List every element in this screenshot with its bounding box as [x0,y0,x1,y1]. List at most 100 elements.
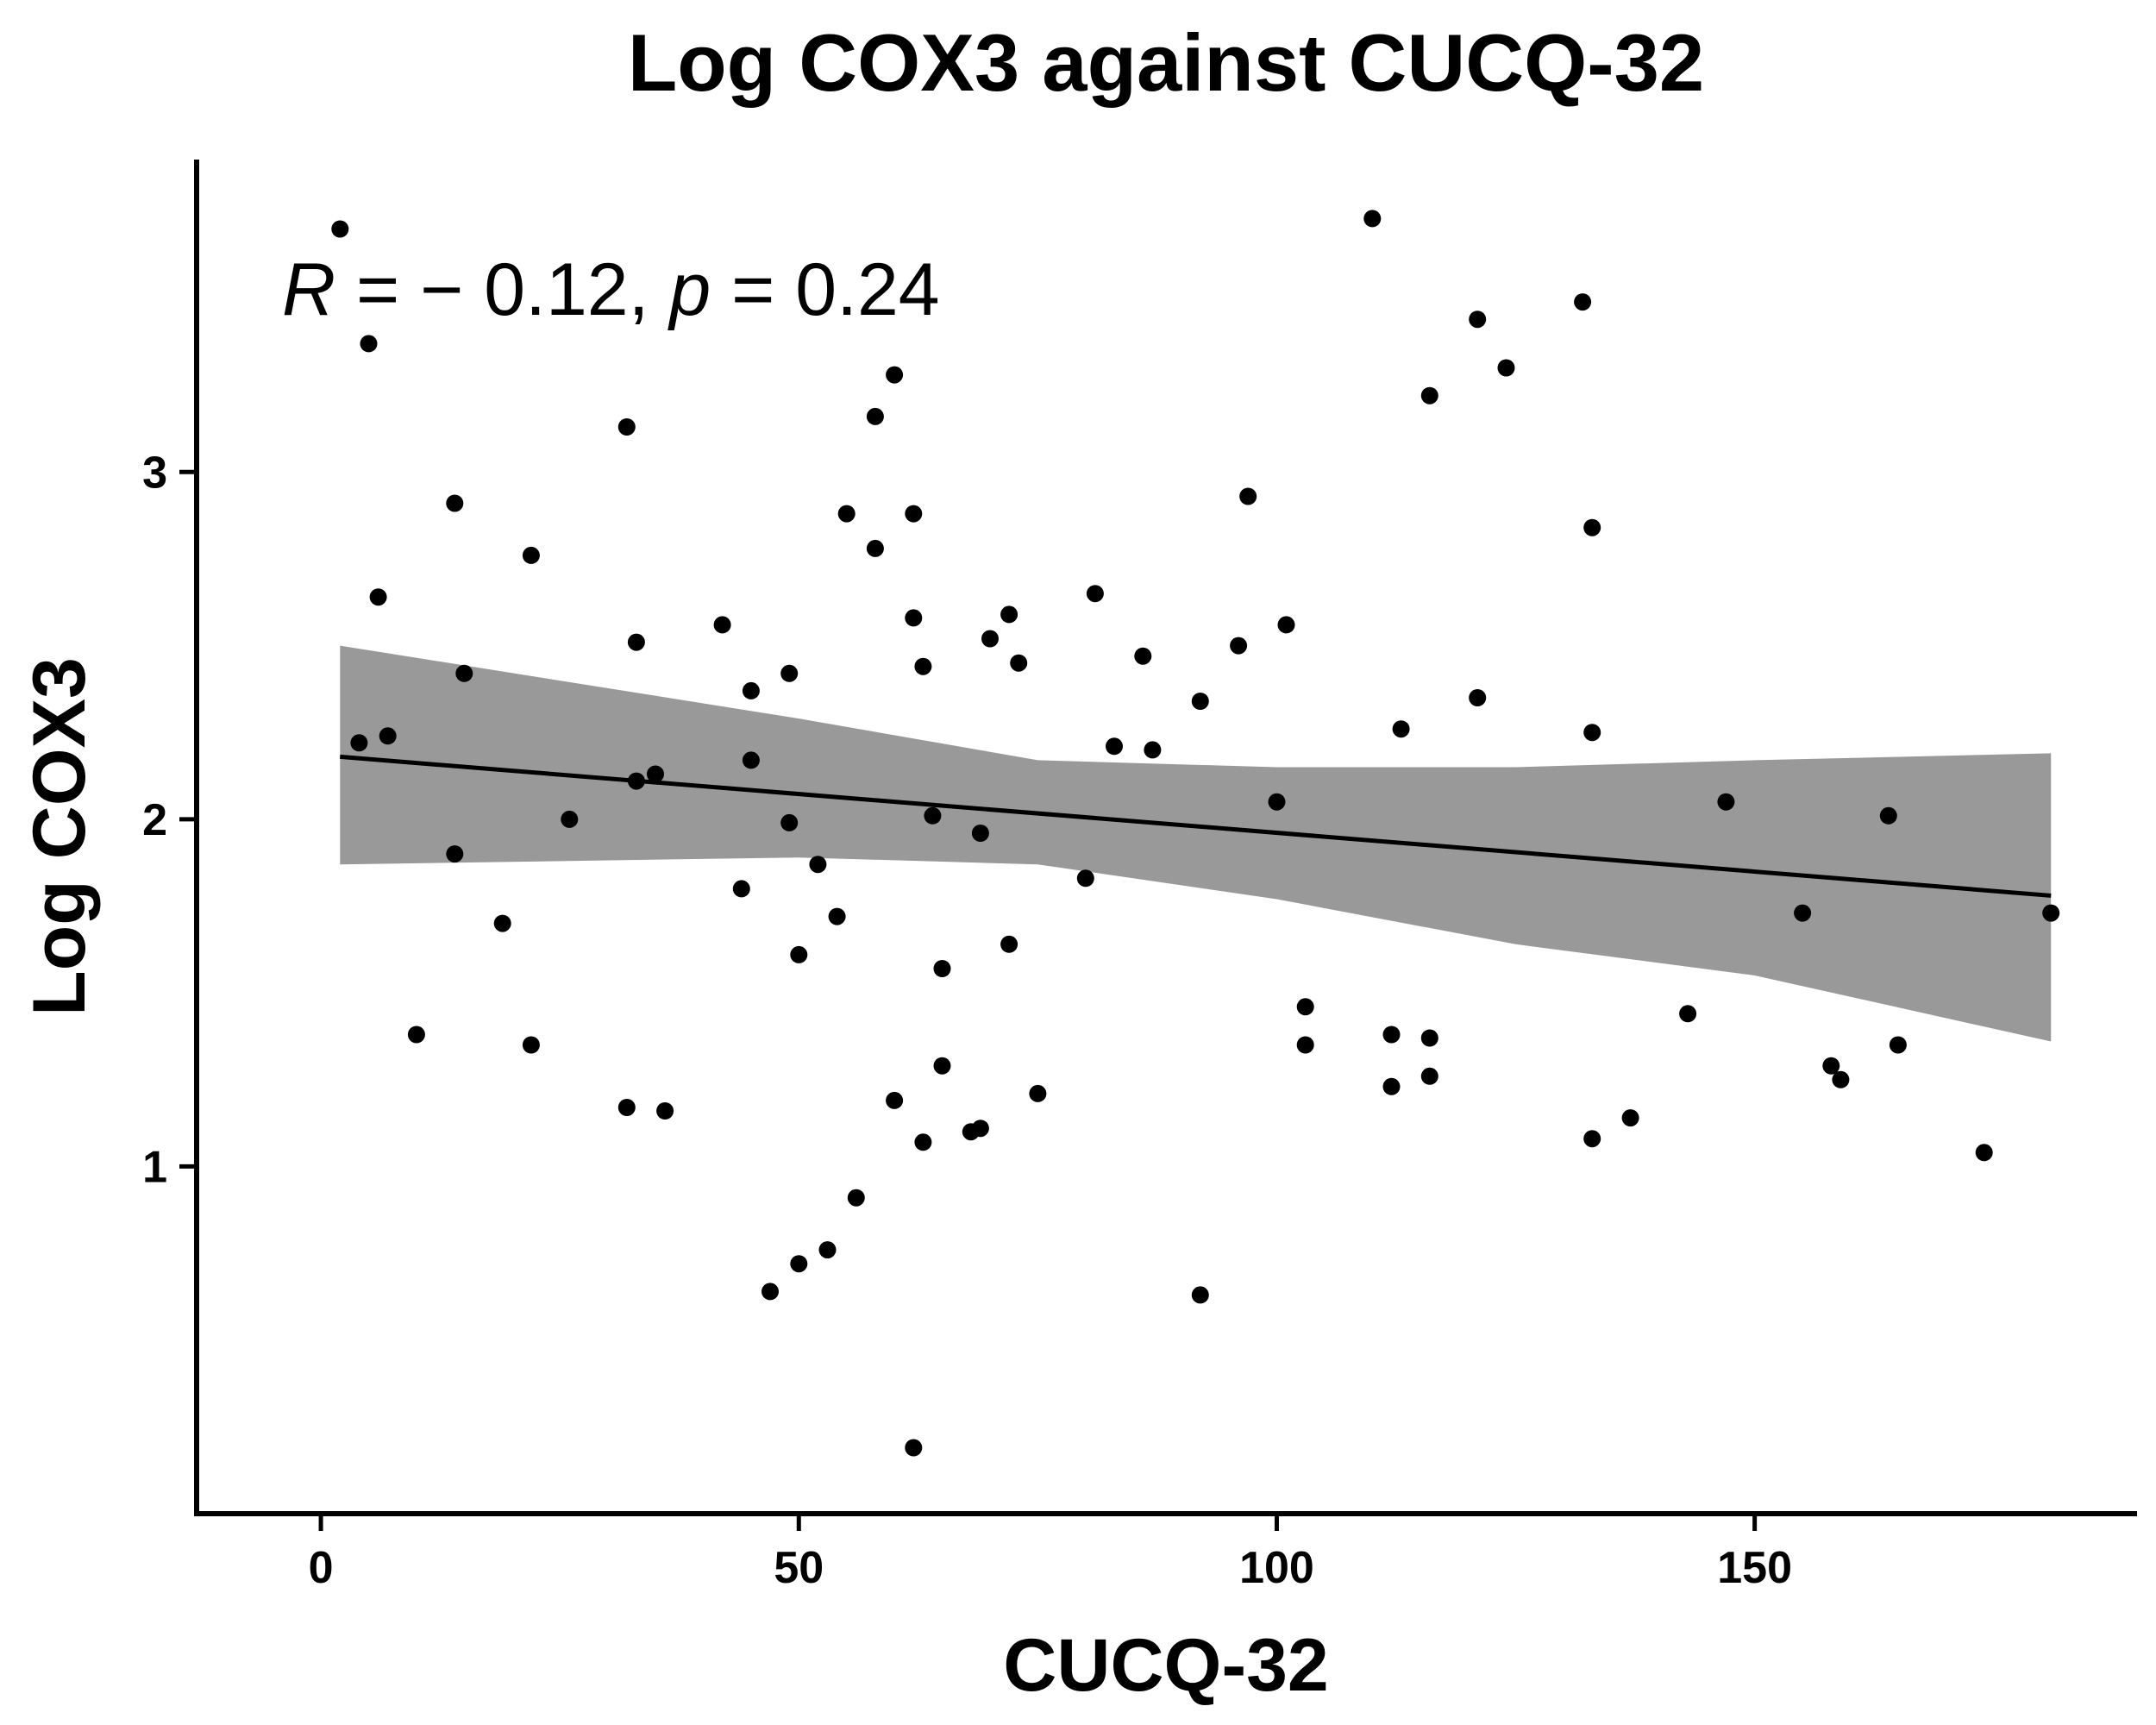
data-point [981,630,999,648]
data-point [866,539,884,557]
data-point [369,588,387,606]
y-axis-title: Log COX3 [18,657,101,1016]
data-point [905,1439,923,1457]
data-point [847,1189,865,1207]
data-point [886,366,904,384]
data-point [331,220,349,238]
data-point [809,856,827,874]
data-point [1832,1070,1850,1088]
data-point [1679,1005,1697,1023]
data-point [379,727,397,745]
data-point [1889,1036,1907,1054]
data-point [1086,585,1104,603]
data-point [933,960,951,977]
data-point [780,664,799,682]
data-point [933,1057,951,1075]
data-point [1392,720,1410,738]
data-point [1076,869,1094,888]
data-point [1420,386,1438,405]
y-tick-label: 1 [142,1142,167,1192]
data-point [1382,1026,1401,1044]
data-point [446,845,464,863]
data-point [446,494,464,512]
data-point [1382,1077,1401,1095]
p-symbol: p [667,248,711,331]
data-point [1420,1067,1438,1085]
data-point [455,664,473,682]
y-tick-label: 2 [142,795,167,845]
data-point [742,751,760,769]
points-layer [331,210,2060,1457]
data-point [1296,998,1314,1016]
data-point [1363,210,1382,228]
data-point [1268,793,1286,811]
data-point [627,772,645,790]
data-point [1000,935,1018,953]
p-value: = 0.24 [711,248,939,331]
data-point [886,1091,904,1109]
data-point [1010,654,1028,672]
data-point [647,765,664,783]
data-point [742,681,760,699]
data-point [1469,310,1487,329]
data-point [780,813,799,831]
chart-title: Log COX3 against CUCQ-32 [628,17,1704,108]
data-point [1144,741,1162,759]
data-point [407,1026,425,1044]
data-point [1420,1029,1438,1047]
data-point [1794,904,1812,922]
r-symbol: R [282,248,335,331]
data-point [627,633,645,651]
data-point [617,1099,636,1116]
x-tick-label: 0 [309,1543,334,1593]
data-point [1583,518,1601,536]
x-tick-label: 100 [1239,1543,1314,1593]
data-point [360,335,378,353]
data-point [1000,605,1018,624]
data-point [1296,1036,1314,1054]
x-tick-label: 150 [1717,1543,1792,1593]
data-point [522,546,540,564]
data-point [1583,724,1601,742]
data-point [914,657,932,675]
data-point [828,907,846,925]
data-point [1230,637,1248,655]
confidence-band [340,645,2052,1042]
data-point [905,609,923,627]
data-point [1134,647,1152,665]
data-point [713,616,731,634]
data-point [1191,1286,1209,1304]
data-point [971,825,989,842]
data-point [1717,793,1735,811]
data-point [866,407,884,425]
data-point [914,1133,932,1151]
data-point [905,505,923,523]
data-point [837,505,856,523]
data-point [818,1241,837,1259]
y-ticks: 1 2 3 [142,448,197,1192]
data-point [617,418,636,436]
data-point [522,1036,540,1054]
data-point [1191,693,1209,710]
data-point [924,806,942,825]
fit-line-layer [340,754,2052,898]
data-point [790,945,808,963]
data-point [761,1283,779,1301]
data-point [1469,689,1487,706]
data-point [561,810,579,828]
data-point [1583,1130,1601,1148]
x-axis-title: CUCQ-32 [1003,1624,1329,1707]
data-point [1497,359,1515,377]
x-ticks: 0 50 100 150 [309,1514,1792,1593]
x-tick-label: 50 [774,1543,824,1593]
data-point [2042,904,2060,922]
regression-line [340,754,2052,898]
data-point [1975,1144,1993,1162]
confidence-band-layer [340,645,2052,1042]
data-point [1574,293,1592,311]
data-point [1029,1084,1047,1102]
data-point [732,880,750,898]
r-value: = − 0.12, [335,248,669,331]
data-point [350,734,368,752]
